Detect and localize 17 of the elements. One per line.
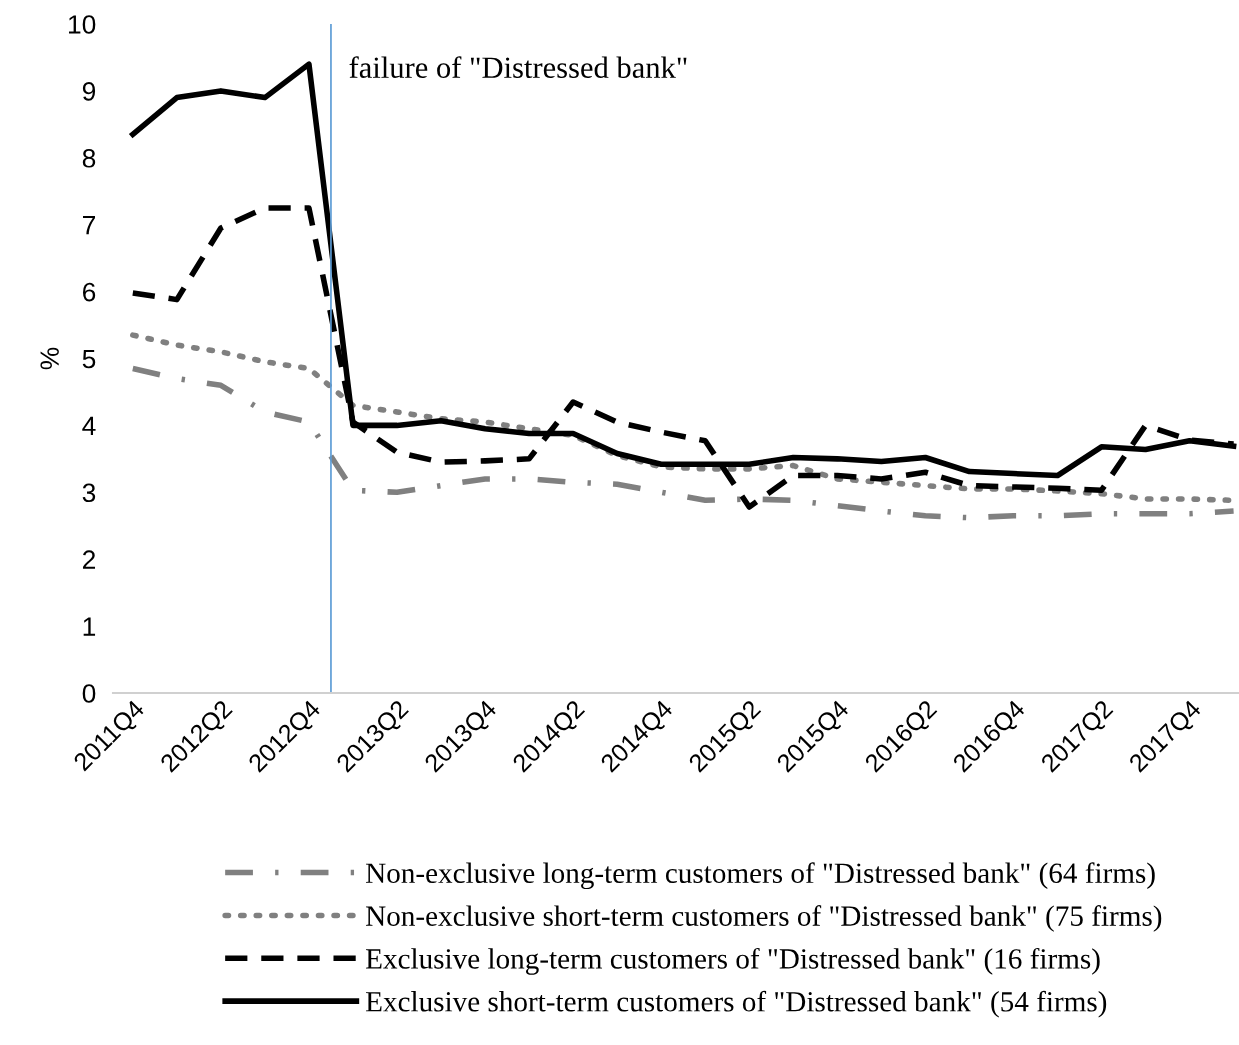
y-tick-label: 6	[83, 282, 96, 302]
legend-label: Exclusive long-term customers of "Distressed bank" (16 firms)	[365, 947, 1100, 975]
y-tick-label: 5	[82, 349, 96, 369]
y-axis-title: %	[40, 347, 59, 370]
y-tick-label: 0	[82, 684, 96, 703]
y-tick-label: 2	[82, 550, 96, 569]
y-tick-label: 4	[82, 416, 96, 435]
y-tick-label: 9	[82, 82, 96, 101]
legend-label: Non-exclusive long-term customers of "Distressed bank" (64 firms)	[365, 862, 1155, 890]
y-tick-label: 10	[69, 15, 96, 34]
y-tick-label: 1	[83, 617, 96, 636]
y-tick-label: 7	[83, 216, 96, 235]
legend-label: Non-exclusive short-term customers of "Distressed bank" (75 firms)	[365, 905, 1162, 932]
annotation: failure of "Distressed bank"	[349, 56, 687, 78]
y-tick-label: 3	[82, 483, 96, 503]
legend-label: Exclusive short-term customers of "Distressed bank" (54 firms)	[365, 990, 1107, 1018]
y-tick-label: 8	[82, 148, 96, 168]
